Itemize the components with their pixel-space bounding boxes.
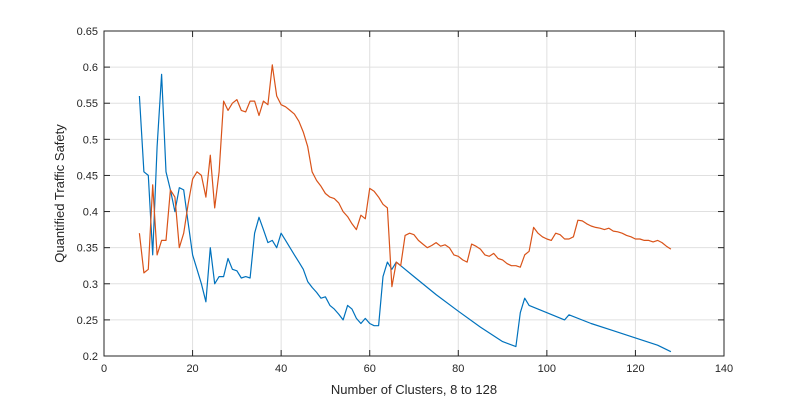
y-axis-label: Quantified Traffic Safety bbox=[52, 124, 67, 263]
y-tick-label: 0.6 bbox=[83, 62, 98, 74]
tick-labels: 0 20 40 60 80 100 120 140 0.2 0.25 0.3 0.35 0.4 0.45 0… bbox=[77, 26, 734, 375]
x-tick-label: 100 bbox=[538, 363, 556, 375]
y-tick-label: 0.2 bbox=[83, 351, 98, 363]
y-tick-label: 0.55 bbox=[77, 98, 98, 110]
y-tick-label: 0.65 bbox=[77, 26, 98, 38]
x-tick-label: 60 bbox=[364, 363, 376, 375]
y-tick-label: 0.25 bbox=[77, 315, 98, 327]
y-tick-label: 0.4 bbox=[83, 207, 98, 219]
x-tick-label: 40 bbox=[275, 363, 287, 375]
x-tick-label: 140 bbox=[715, 363, 733, 375]
x-axis-label: Number of Clusters, 8 to 128 bbox=[331, 382, 497, 397]
axis-ticks bbox=[103, 30, 725, 357]
x-tick-label: 0 bbox=[101, 363, 107, 375]
y-tick-label: 0.45 bbox=[77, 170, 98, 182]
plot-frame bbox=[103, 30, 725, 357]
x-tick-label: 120 bbox=[626, 363, 644, 375]
x-tick-label: 80 bbox=[452, 363, 464, 375]
y-tick-label: 0.3 bbox=[83, 279, 98, 291]
series-group bbox=[138, 64, 672, 353]
y-tick-label: 0.5 bbox=[83, 134, 98, 146]
series-line-2 bbox=[138, 64, 672, 288]
plot-area bbox=[104, 31, 724, 356]
series-line-1 bbox=[138, 73, 672, 353]
y-tick-label: 0.35 bbox=[77, 243, 98, 255]
x-tick-label: 20 bbox=[186, 363, 198, 375]
